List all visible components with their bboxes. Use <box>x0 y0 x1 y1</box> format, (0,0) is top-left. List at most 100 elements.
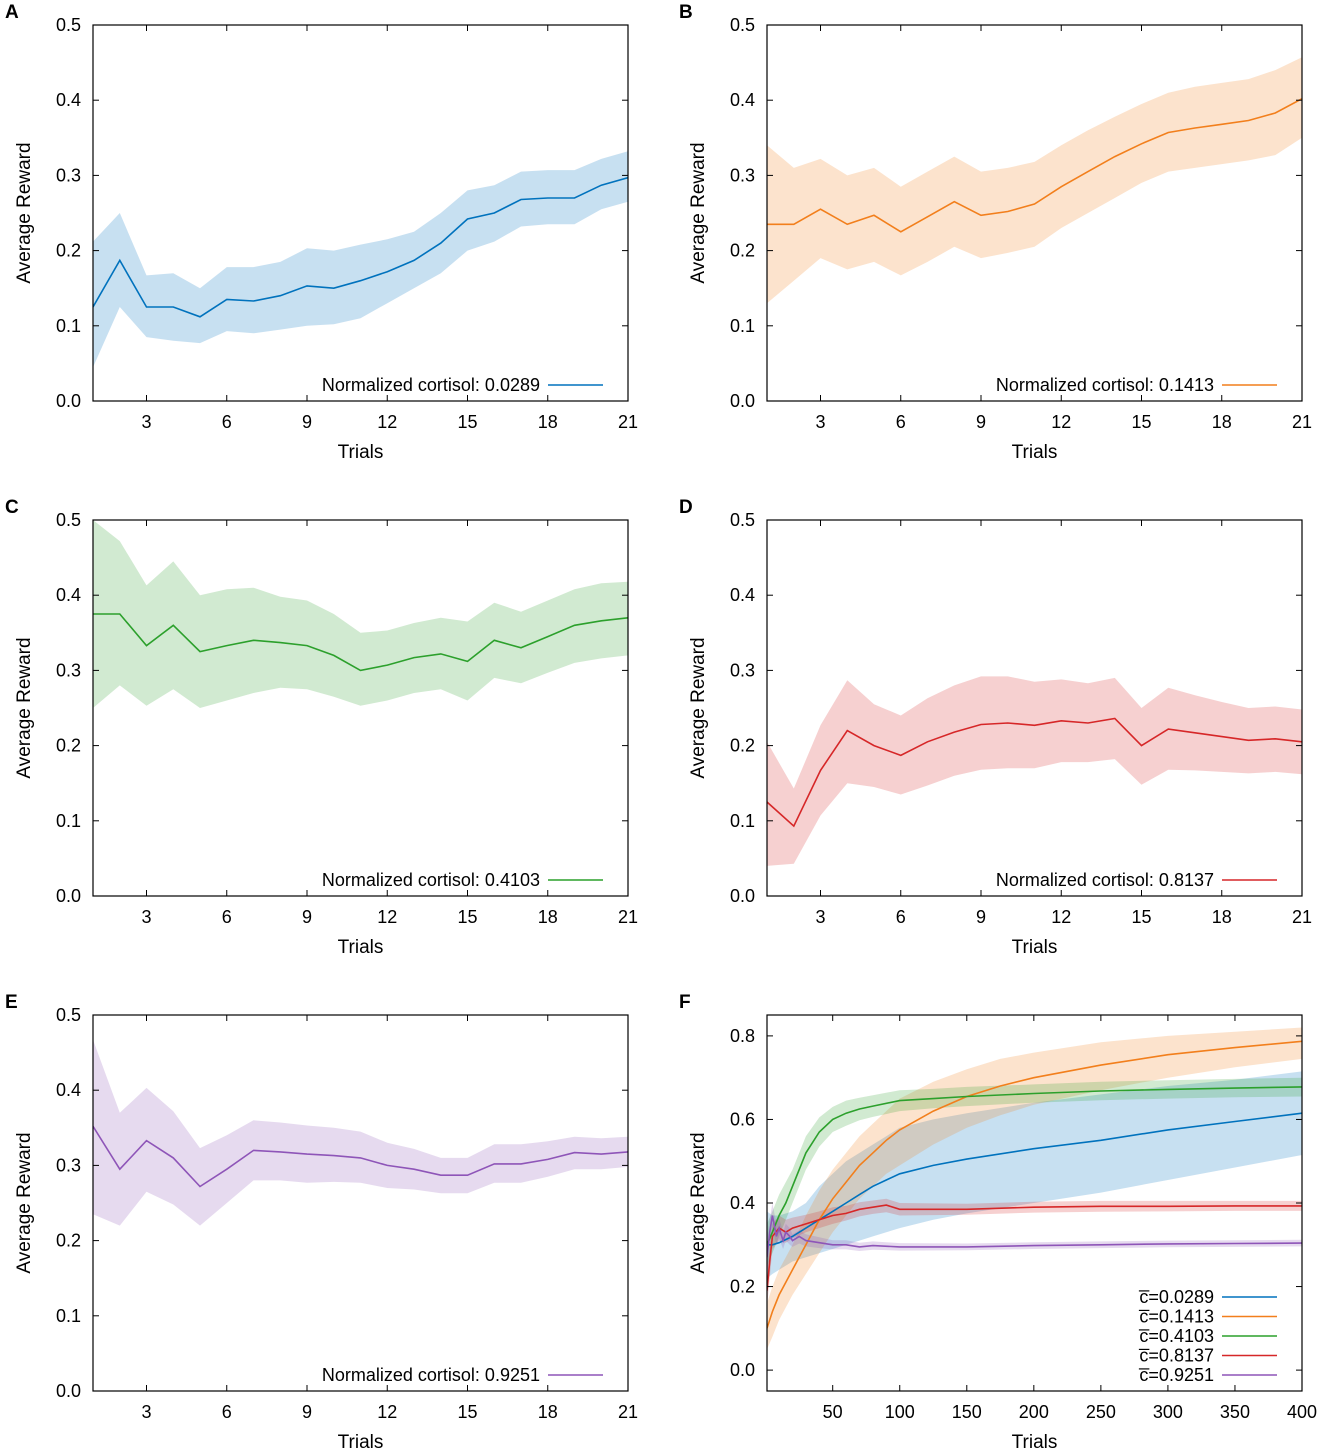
x-tick-label: 18 <box>538 1402 558 1422</box>
x-tick-label: 12 <box>1051 907 1071 927</box>
y-axis-label: Average Reward <box>14 1132 35 1273</box>
y-tick-label: 0.4 <box>56 90 81 110</box>
y-tick-label: 0.2 <box>730 736 755 756</box>
x-axis-label: Trials <box>1012 442 1058 463</box>
x-tick-label: 9 <box>976 907 986 927</box>
x-tick-label: 6 <box>222 907 232 927</box>
confidence-band-series-1 <box>93 151 628 368</box>
y-tick-label: 0.5 <box>730 15 755 35</box>
confidence-band-series-4 <box>767 1198 1302 1308</box>
y-tick-label: 0.1 <box>730 316 755 336</box>
y-tick-label: 0.0 <box>730 886 755 906</box>
x-tick-label: 21 <box>618 412 638 432</box>
x-tick-label: 15 <box>1131 412 1151 432</box>
x-tick-label: 100 <box>885 1402 915 1422</box>
plot-frame <box>766 24 1303 402</box>
x-tick-label: 3 <box>141 907 151 927</box>
plot-frame <box>92 1014 629 1392</box>
confidence-band-series-3 <box>767 1077 1302 1266</box>
confidence-band-series-1 <box>93 1039 628 1226</box>
mean-line-series-1 <box>93 176 628 318</box>
y-axis-label: Average Reward <box>688 142 709 283</box>
legend-label: Normalized cortisol: 0.4103 <box>322 870 540 890</box>
x-tick-label: 21 <box>618 1402 638 1422</box>
panel-label: A <box>5 2 19 23</box>
y-tick-label: 0.6 <box>730 1109 755 1129</box>
x-tick-label: 12 <box>1051 412 1071 432</box>
y-axis-label: Average Reward <box>14 142 35 283</box>
x-tick-label: 6 <box>896 412 906 432</box>
x-tick-label: 9 <box>302 412 312 432</box>
y-tick-label: 0.1 <box>56 811 81 831</box>
x-tick-label: 250 <box>1086 1402 1116 1422</box>
y-axis-label: Average Reward <box>688 1132 709 1273</box>
confidence-band-series-5 <box>767 1203 1302 1279</box>
y-tick-label: 0.8 <box>730 1026 755 1046</box>
y-tick-label: 0.0 <box>730 1360 755 1380</box>
mean-line-series-1 <box>767 717 1302 828</box>
mean-line-series-1 <box>767 1112 1302 1246</box>
mean-line-series-1 <box>93 1125 628 1188</box>
y-tick-label: 0.3 <box>730 660 755 680</box>
panel-label: C <box>5 497 19 518</box>
panel-label: B <box>679 2 693 23</box>
x-axis-label: Trials <box>1012 1432 1058 1453</box>
y-tick-label: 0.0 <box>56 1381 81 1401</box>
y-tick-label: 0.2 <box>56 241 81 261</box>
x-tick-label: 6 <box>222 1402 232 1422</box>
x-tick-label: 12 <box>377 907 397 927</box>
y-tick-label: 0.1 <box>56 1306 81 1326</box>
y-tick-label: 0.4 <box>730 1193 755 1213</box>
panel-d: D 0.0 0.1 0.2 0.3 0.4 0.5 3 6 9 12 15 18 21 Trials Aver… <box>679 497 1312 958</box>
legend-label: Normalized cortisol: 0.1413 <box>996 375 1214 395</box>
mean-line-series-4 <box>767 1204 1302 1291</box>
x-tick-label: 15 <box>1131 907 1151 927</box>
y-tick-label: 0.4 <box>730 90 755 110</box>
legend-label: c̅=0.8137 <box>1138 1346 1214 1366</box>
y-axis-label: Average Reward <box>688 637 709 778</box>
y-tick-label: 0.0 <box>730 391 755 411</box>
panel-f: F 0.0 0.2 0.4 0.6 0.8 50 100 150 200 250 300 350 400 T… <box>679 992 1317 1453</box>
x-tick-label: 200 <box>1019 1402 1049 1422</box>
x-tick-label: 3 <box>141 412 151 432</box>
x-tick-label: 150 <box>952 1402 982 1422</box>
x-tick-label: 21 <box>1292 907 1312 927</box>
x-tick-label: 9 <box>976 412 986 432</box>
x-tick-label: 15 <box>457 907 477 927</box>
x-axis-label: Trials <box>338 1432 384 1453</box>
x-tick-label: 3 <box>141 1402 151 1422</box>
y-tick-label: 0.4 <box>730 585 755 605</box>
legend-label: c̅=0.4103 <box>1138 1326 1214 1346</box>
legend-label: c̅=0.9251 <box>1138 1365 1214 1385</box>
confidence-band-series-2 <box>767 1027 1302 1350</box>
confidence-band-series-1 <box>767 1071 1302 1279</box>
mean-line-series-2 <box>767 1040 1302 1329</box>
y-tick-label: 0.5 <box>56 1005 81 1025</box>
x-tick-label: 15 <box>457 412 477 432</box>
confidence-band-series-1 <box>93 520 628 708</box>
x-axis-label: Trials <box>338 442 384 463</box>
confidence-band-series-1 <box>767 676 1302 866</box>
panel-label: E <box>5 992 18 1013</box>
x-tick-label: 21 <box>1292 412 1312 432</box>
mean-line-series-1 <box>767 97 1302 233</box>
mean-line-series-5 <box>767 1215 1302 1258</box>
y-tick-label: 0.5 <box>56 510 81 530</box>
legend-label: c̅=0.1413 <box>1138 1307 1214 1327</box>
panel-e: E 0.0 0.1 0.2 0.3 0.4 0.5 3 6 9 12 15 18 21 Trials Aver… <box>5 992 638 1453</box>
confidence-band-series-1 <box>767 57 1302 304</box>
x-tick-label: 9 <box>302 907 312 927</box>
y-tick-label: 0.0 <box>56 391 81 411</box>
x-tick-label: 18 <box>538 412 558 432</box>
y-tick-label: 0.2 <box>730 241 755 261</box>
x-tick-label: 6 <box>222 412 232 432</box>
mean-line-series-3 <box>767 1086 1302 1246</box>
y-tick-label: 0.2 <box>56 736 81 756</box>
legend-label: c̅=0.0289 <box>1138 1287 1214 1307</box>
x-tick-label: 50 <box>823 1402 843 1422</box>
x-tick-label: 3 <box>815 907 825 927</box>
plot-frame <box>766 519 1303 897</box>
y-tick-label: 0.5 <box>730 510 755 530</box>
panel-label: D <box>679 497 693 518</box>
